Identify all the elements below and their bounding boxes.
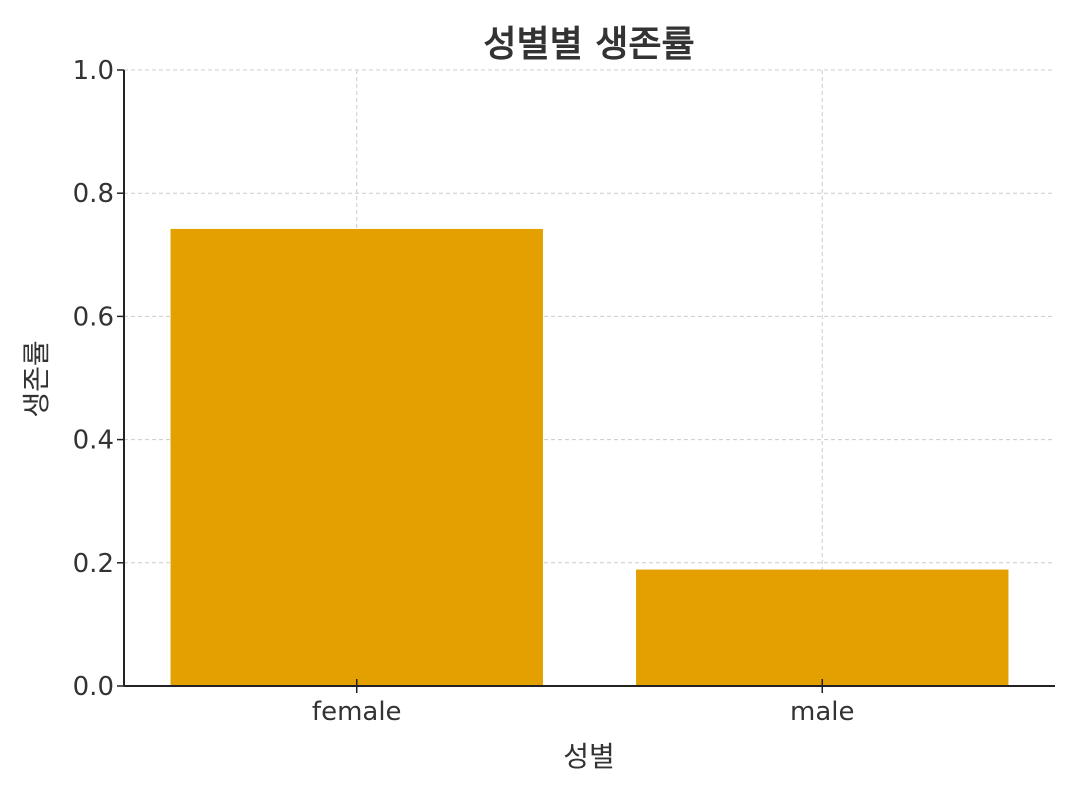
y-tick-label: 0.0 xyxy=(73,672,114,702)
y-axis-title: 생존률 xyxy=(20,340,53,417)
tick-layer: 0.0 0.2 0.4 0.6 0.8 1.0 female male xyxy=(73,56,855,727)
bar-layer xyxy=(170,228,1009,687)
y-tick-label: 0.6 xyxy=(73,302,114,332)
y-tick-label: 0.8 xyxy=(73,179,114,209)
bar-female xyxy=(170,228,543,687)
x-axis-title: 성별 xyxy=(563,740,615,773)
y-tick-label: 1.0 xyxy=(73,56,114,86)
y-tick-label: 0.4 xyxy=(73,426,114,456)
axis-layer xyxy=(123,70,1055,687)
x-tick-label: female xyxy=(312,697,402,727)
chart-title: 성별별 생존률 xyxy=(483,24,694,65)
x-tick-label: male xyxy=(790,697,854,727)
y-tick-label: 0.2 xyxy=(73,549,114,579)
bar-male xyxy=(636,569,1009,686)
